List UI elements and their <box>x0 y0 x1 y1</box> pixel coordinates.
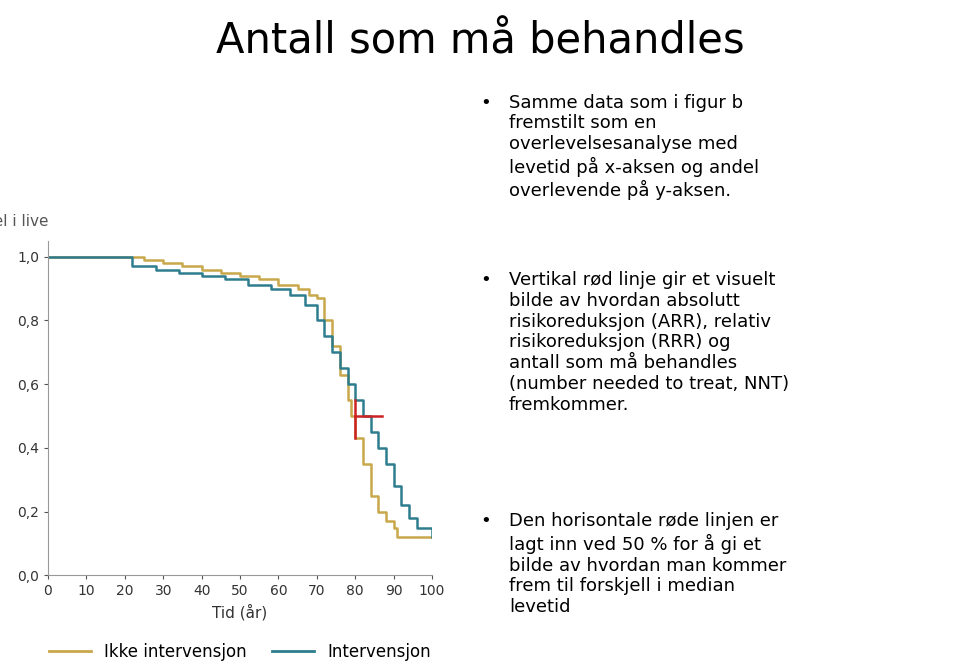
Text: •: • <box>480 512 491 531</box>
X-axis label: Tid (år): Tid (år) <box>212 604 268 620</box>
Text: Vertikal rød linje gir et visuelt
bilde av hvordan absolutt
risikoreduksjon (ARR: Vertikal rød linje gir et visuelt bilde … <box>509 271 789 413</box>
Text: Samme data som i figur b
fremstilt som en
overlevelsesanalyse med
levetid på x-a: Samme data som i figur b fremstilt som e… <box>509 94 759 200</box>
Text: Andel i live: Andel i live <box>0 214 48 229</box>
Text: •: • <box>480 94 491 112</box>
Text: •: • <box>480 271 491 289</box>
Legend: Ikke intervensjon, Intervensjon: Ikke intervensjon, Intervensjon <box>42 636 438 668</box>
Text: Antall som må behandles: Antall som må behandles <box>216 20 744 62</box>
Text: Den horisontale røde linjen er
lagt inn ved 50 % for å gi et
bilde av hvordan ma: Den horisontale røde linjen er lagt inn … <box>509 512 786 616</box>
